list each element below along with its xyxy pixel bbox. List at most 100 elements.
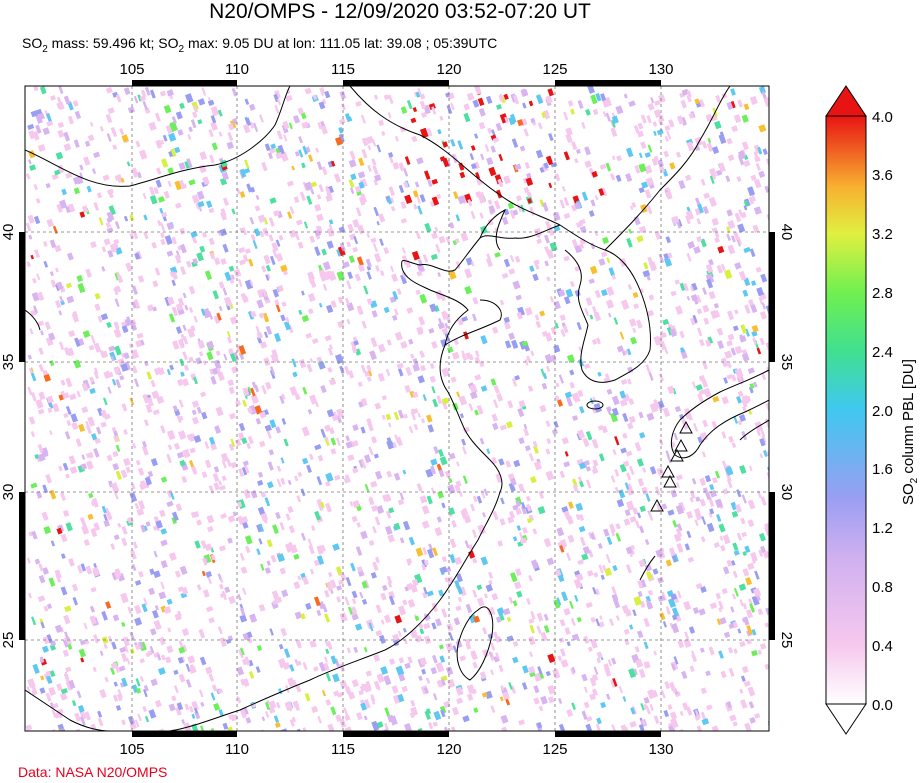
so2-pixel	[643, 617, 651, 628]
so2-pixel	[103, 513, 108, 522]
so2-pixel	[645, 364, 651, 374]
so2-pixel	[430, 201, 435, 208]
so2-pixel	[649, 466, 657, 475]
so2-pixel	[357, 381, 363, 387]
so2-pixel	[89, 121, 94, 127]
so2-pixel	[300, 112, 307, 120]
so2-pixel	[523, 186, 530, 194]
so2-pixel	[337, 246, 346, 257]
so2-pixel	[491, 456, 498, 465]
so2-pixel	[702, 487, 709, 493]
so2-pixel	[461, 446, 467, 455]
so2-pixel	[120, 469, 128, 479]
so2-pixel	[228, 265, 235, 272]
so2-pixel	[611, 120, 616, 128]
so2-pixel	[700, 687, 707, 695]
so2-pixel	[545, 420, 551, 428]
so2-pixel	[419, 350, 426, 358]
so2-pixel	[321, 248, 327, 256]
so2-pixel	[129, 723, 137, 730]
so2-pixel	[269, 628, 274, 636]
so2-pixel	[747, 186, 756, 197]
so2-pixel	[363, 285, 369, 295]
so2-pixel	[50, 279, 57, 288]
so2-pixel	[27, 678, 36, 689]
so2-pixel	[498, 153, 504, 162]
so2-pixel	[460, 232, 469, 242]
so2-pixel	[325, 502, 332, 513]
so2-pixel	[676, 481, 680, 489]
so2-pixel	[254, 205, 261, 212]
so2-pixel	[730, 88, 736, 96]
so2-pixel	[503, 321, 511, 330]
so2-pixel	[239, 259, 246, 266]
so2-pixel	[65, 377, 73, 388]
so2-pixel	[241, 658, 247, 666]
so2-pixel	[469, 384, 478, 394]
so2-pixel	[494, 252, 501, 258]
so2-pixel	[419, 657, 428, 666]
so2-pixel	[248, 310, 255, 320]
so2-pixel	[629, 624, 634, 630]
so2-pixel	[68, 557, 75, 567]
so2-pixel	[494, 227, 499, 234]
so2-pixel	[221, 475, 227, 482]
so2-pixel	[683, 600, 692, 611]
so2-pixel	[436, 516, 442, 523]
so2-pixel	[643, 703, 648, 710]
so2-pixel	[143, 685, 149, 692]
so2-pixel	[388, 507, 395, 514]
so2-pixel	[64, 431, 71, 440]
so2-pixel	[733, 587, 739, 597]
so2-pixel	[505, 460, 512, 468]
so2-pixel	[344, 596, 350, 606]
so2-pixel	[581, 121, 586, 129]
so2-pixel	[275, 252, 284, 262]
so2-pixel	[45, 473, 53, 484]
so2-pixel	[514, 255, 521, 263]
so2-pixel	[160, 560, 168, 569]
so2-pixel	[332, 543, 340, 551]
so2-pixel	[241, 515, 249, 523]
so2-pixel	[536, 238, 543, 244]
so2-pixel	[210, 692, 216, 701]
so2-pixel	[392, 441, 398, 449]
so2-pixel	[742, 602, 748, 610]
so2-pixel	[173, 669, 179, 675]
so2-pixel	[126, 161, 131, 167]
so2-pixel	[49, 271, 54, 277]
so2-pixel	[247, 637, 253, 644]
so2-pixel	[202, 589, 210, 598]
so2-pixel	[99, 688, 107, 699]
so2-pixel	[299, 191, 306, 201]
so2-pixel	[715, 513, 722, 522]
so2-pixel	[768, 132, 769, 143]
so2-pixel	[679, 413, 685, 420]
so2-pixel	[544, 353, 553, 364]
so2-pixel	[619, 399, 628, 407]
so2-pixel	[466, 693, 474, 702]
so2-pixel	[466, 684, 476, 694]
so2-pixel	[570, 617, 576, 627]
so2-pixel	[699, 477, 707, 486]
so2-pixel	[128, 343, 134, 349]
so2-pixel	[727, 362, 732, 369]
so2-pixel	[126, 657, 131, 665]
so2-pixel	[352, 246, 358, 253]
so2-pixel	[711, 477, 718, 484]
so2-pixel	[244, 159, 250, 169]
so2-pixel	[205, 571, 213, 578]
so2-pixel	[208, 617, 215, 624]
so2-pixel	[268, 147, 276, 154]
so2-pixel	[421, 668, 427, 675]
so2-pixel	[171, 279, 177, 287]
so2-pixel	[65, 206, 71, 214]
so2-pixel	[151, 241, 158, 249]
so2-pixel	[96, 426, 102, 435]
so2-pixel	[294, 151, 300, 157]
so2-pixel	[560, 329, 566, 338]
so2-pixel	[46, 603, 53, 610]
so2-pixel	[742, 289, 749, 297]
so2-pixel	[538, 491, 545, 499]
so2-pixel	[455, 461, 460, 467]
